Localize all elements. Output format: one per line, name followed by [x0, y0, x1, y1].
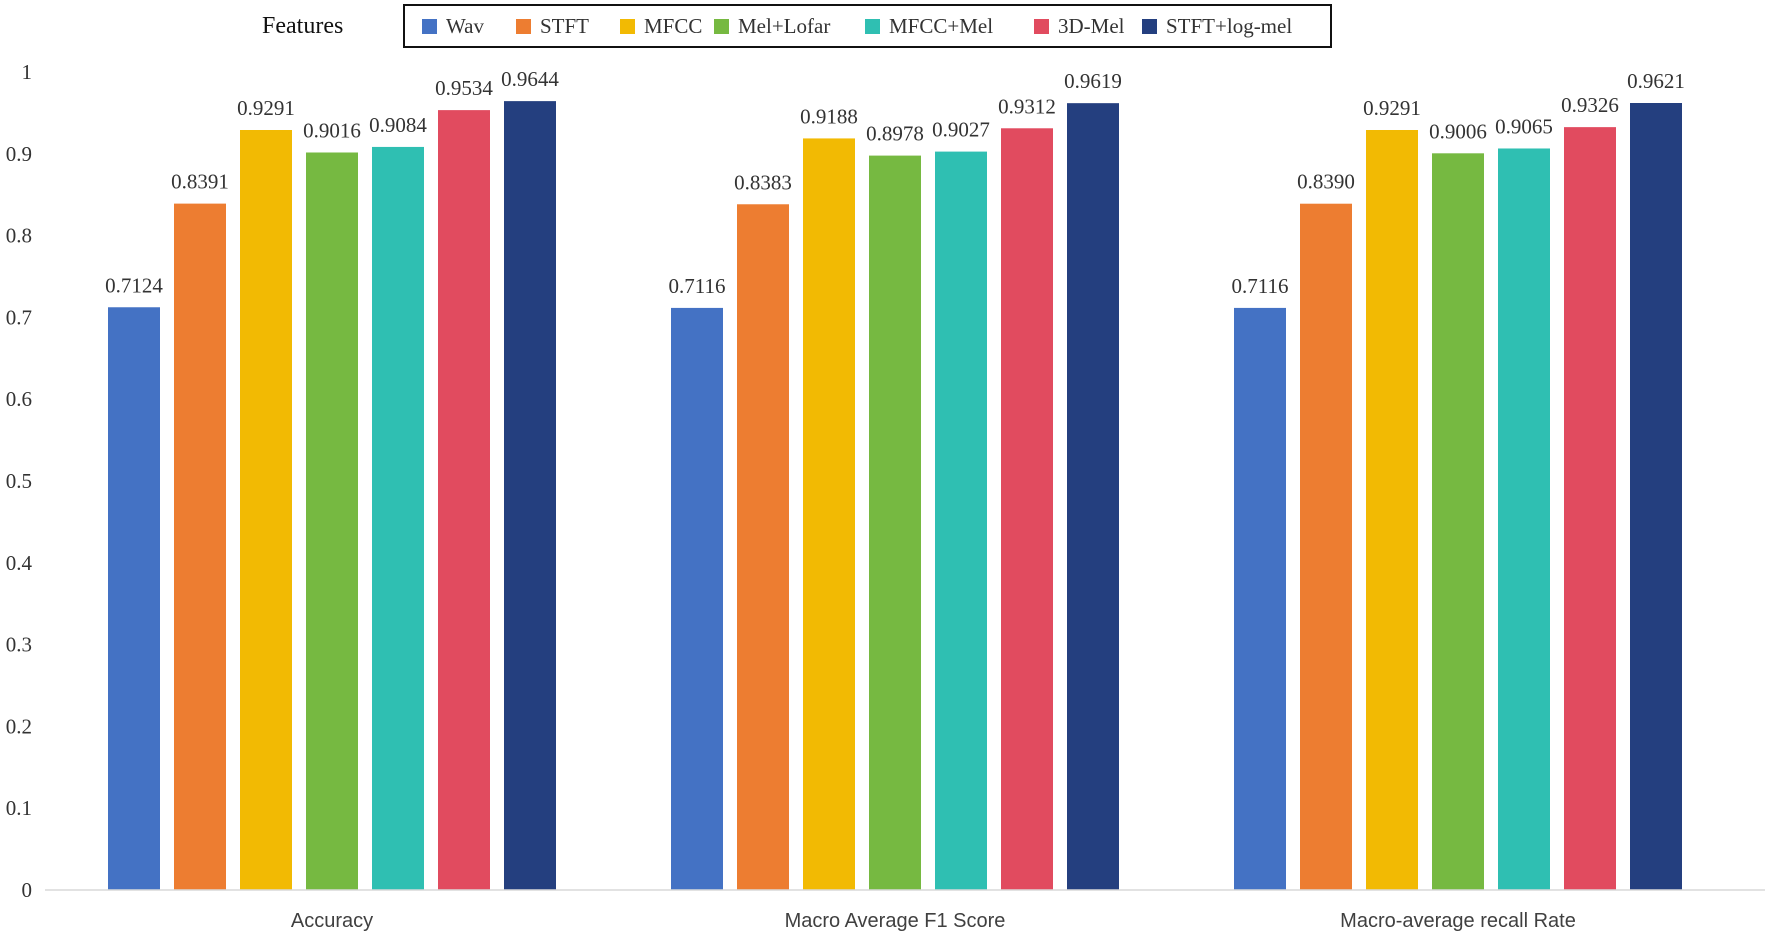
legend-label: 3D-Mel	[1058, 14, 1125, 38]
bar-mfcc-1	[240, 129, 292, 890]
bar-3d-mel-2	[1001, 128, 1053, 891]
legend-swatch	[516, 19, 531, 34]
bar-stft-3	[1300, 203, 1352, 890]
y-tick-label: 0.9	[6, 142, 32, 166]
y-tick-label: 0.6	[6, 387, 32, 411]
data-label: 0.7116	[1232, 274, 1289, 298]
bar-stft-log-mel-3	[1630, 103, 1682, 890]
data-label: 0.9326	[1561, 93, 1619, 117]
bar-mel-lofar-2	[869, 155, 921, 890]
legend-swatch	[865, 19, 880, 34]
legend-label: STFT+log-mel	[1166, 14, 1292, 38]
legend-label: Wav	[446, 14, 484, 38]
legend-label: MFCC	[644, 14, 702, 38]
data-label: 0.8390	[1297, 170, 1355, 194]
legend-box	[403, 4, 1332, 48]
y-tick-label: 0.3	[6, 633, 32, 657]
data-label: 0.9065	[1495, 114, 1553, 138]
bar-mfcc-mel-2	[935, 151, 987, 890]
y-tick-label: 0.5	[6, 469, 32, 493]
legend-swatch	[620, 19, 635, 34]
bar-3d-mel-1	[438, 110, 490, 891]
bar-mfcc-2	[803, 138, 855, 890]
y-tick-label: 0.7	[6, 305, 32, 329]
data-label: 0.9006	[1429, 119, 1487, 143]
data-label: 0.9027	[932, 118, 990, 142]
bar-stft-2	[737, 204, 789, 890]
data-label: 0.8383	[734, 170, 792, 194]
bars	[108, 101, 1682, 891]
y-tick-label: 0.1	[6, 796, 32, 820]
data-label: 0.8978	[866, 122, 924, 146]
legend-title: Features	[262, 13, 343, 39]
data-label: 0.8391	[171, 170, 229, 194]
legend-swatch	[714, 19, 729, 34]
legend-label: MFCC+Mel	[889, 14, 993, 38]
y-tick-label: 0.2	[6, 714, 32, 738]
legend-swatch	[1034, 19, 1049, 34]
y-tick-label: 0.4	[6, 551, 33, 575]
legend-swatch	[1142, 19, 1157, 34]
bar-stft-log-mel-1	[504, 101, 556, 891]
data-label: 0.9534	[435, 76, 493, 100]
data-label: 0.9084	[369, 113, 427, 137]
bar-3d-mel-3	[1564, 127, 1616, 891]
bar-wav-2	[671, 307, 723, 890]
legend: Features Wav STFT MFCC Mel+Lofar MFCC+Mel 3D-M…	[262, 4, 1332, 48]
y-tick-label: 0.8	[6, 224, 32, 248]
x-category-label: Accuracy	[291, 910, 373, 932]
data-label: 0.9619	[1064, 69, 1122, 93]
bar-stft-log-mel-2	[1067, 103, 1119, 891]
y-axis: 0 0.1 0.2 0.3 0.4 0.5 0.6 0.7 0.8 0.9 1	[6, 60, 33, 902]
bar-wav-3	[1234, 307, 1286, 890]
data-label: 0.9291	[1363, 96, 1421, 120]
y-tick-label: 1	[22, 60, 33, 84]
data-label: 0.9016	[303, 118, 361, 142]
legend-label: STFT	[540, 14, 589, 38]
data-label: 0.9312	[998, 94, 1056, 118]
data-label: 0.9621	[1627, 69, 1685, 93]
bar-mel-lofar-3	[1432, 153, 1484, 890]
bar-mfcc-mel-1	[372, 146, 424, 890]
legend-label: Mel+Lofar	[738, 14, 830, 38]
bar-mfcc-mel-3	[1498, 148, 1550, 890]
data-label: 0.9188	[800, 104, 858, 128]
y-tick-label: 0	[22, 878, 33, 902]
x-axis: Accuracy Macro Average F1 Score Macro-aver…	[291, 910, 1576, 932]
data-label: 0.9644	[501, 67, 559, 91]
x-category-label: Macro Average F1 Score	[785, 910, 1006, 932]
data-label: 0.7116	[669, 274, 726, 298]
bar-mfcc-3	[1366, 129, 1418, 890]
data-label: 0.7124	[105, 273, 163, 297]
data-labels: 0.7124 0.8391 0.9291 0.9016 0.9084 0.9534 0.96…	[105, 67, 1685, 298]
bar-mel-lofar-1	[306, 152, 358, 890]
data-label: 0.9291	[237, 96, 295, 120]
x-category-label: Macro-average recall Rate	[1340, 910, 1576, 932]
bar-wav-1	[108, 307, 160, 890]
bar-stft-1	[174, 203, 226, 890]
legend-swatch	[422, 19, 437, 34]
